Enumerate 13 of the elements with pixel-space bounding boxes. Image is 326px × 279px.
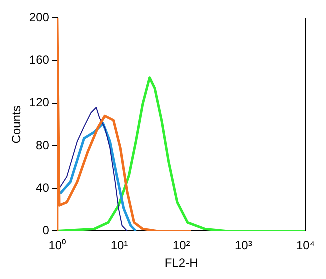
y-tick-label: 40: [36, 180, 50, 195]
y-tick-label: 200: [29, 10, 50, 25]
x-tick-label: 10³: [234, 238, 252, 253]
x-tick-label: 10²: [172, 238, 190, 253]
x-tick-label: 10⁴: [296, 238, 316, 253]
x-axis-title: FL2-H: [164, 256, 198, 270]
x-tick-label: 10¹: [110, 238, 128, 253]
y-tick-label: 120: [29, 96, 50, 110]
y-axis-title: Counts: [10, 106, 24, 144]
y-tick-label: 160: [29, 53, 50, 68]
y-tick-label: 80: [36, 138, 50, 152]
x-tick-label: 10⁰: [48, 238, 66, 253]
y-tick-label: 0: [42, 224, 50, 238]
